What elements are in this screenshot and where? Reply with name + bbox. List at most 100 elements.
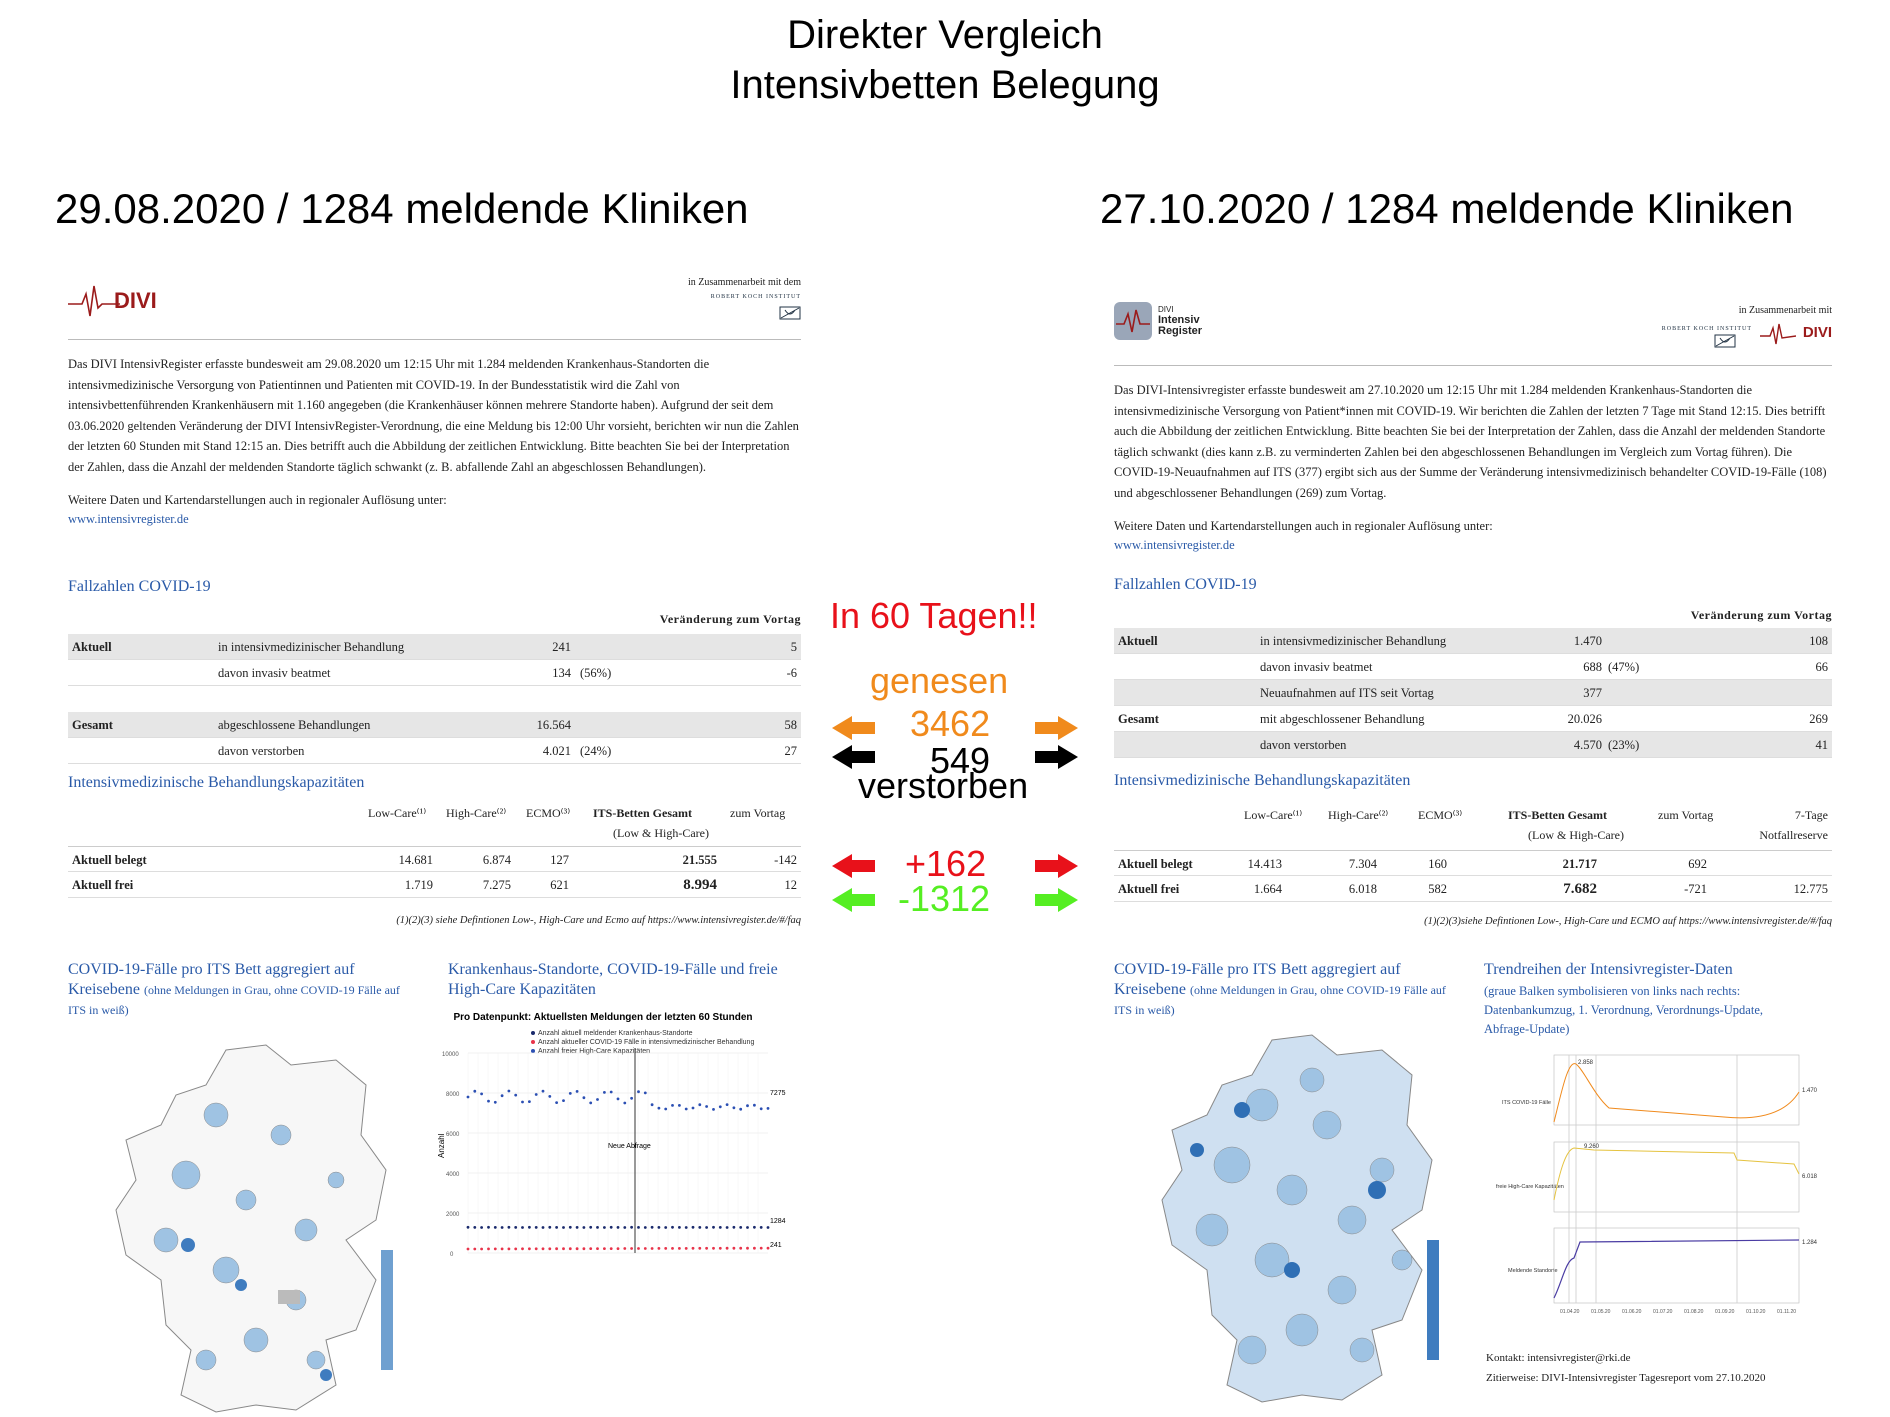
cap-its: 8.994: [683, 877, 717, 893]
left-timeseries-chart: Pro Datenpunkt: Aktuellsten Meldungen de…: [438, 1012, 786, 1258]
cap-ecmo: 582: [1428, 882, 1447, 896]
right-bottom: COVID-19-Fälle pro ITS Bett aggregiert a…: [1114, 960, 1832, 1403]
map-subtitle: (ohne Meldungen in Grau, ohne COVID-19 F…: [1114, 983, 1446, 1017]
row-value: 134: [552, 666, 571, 680]
row-change: -6: [786, 666, 797, 680]
row-label: abgeschlossene Behandlungen: [218, 718, 371, 732]
point-cases: [650, 1247, 654, 1250]
point-free: [603, 1091, 606, 1094]
point-sites: [718, 1226, 722, 1229]
point-free: [534, 1093, 538, 1096]
right-change-header: Veränderung zum Vortag: [1690, 608, 1832, 622]
point-free: [562, 1099, 565, 1102]
point-cases: [548, 1247, 552, 1251]
point-cases: [637, 1247, 640, 1250]
row-change: 66: [1815, 660, 1829, 674]
point-sites: [753, 1225, 756, 1229]
point-sites: [493, 1226, 497, 1229]
trend-grey-bars: [1568, 1055, 1738, 1303]
point-sites: [650, 1225, 654, 1229]
deceased-arrow-right-icon: [1035, 745, 1078, 769]
table-row: Aktuell belegt 14.681 6.874 127 21.555 -…: [68, 846, 801, 872]
row-group: Gesamt: [72, 718, 113, 732]
cap-header-ecmo: ECMO⁽³⁾: [526, 806, 571, 820]
legend-item: Anzahl aktuell meldender Krankenhaus-Sta…: [538, 1030, 693, 1037]
cap-header-its-sub: (Low & High-Care): [613, 826, 709, 840]
point-cases: [753, 1246, 756, 1250]
trend-xtick: 01.11.20: [1777, 1309, 1796, 1315]
point-cases: [609, 1247, 613, 1250]
cap-header-low: Low-Care⁽¹⁾: [1244, 808, 1303, 822]
point-sites: [664, 1226, 668, 1229]
point-free: [630, 1096, 633, 1100]
cap-vortag: -721: [1684, 882, 1707, 896]
logo-line: Register: [1158, 325, 1203, 337]
point-cases: [493, 1247, 497, 1251]
point-free: [678, 1104, 681, 1107]
cap-header-its-sub: (Low & High-Care): [1528, 828, 1624, 842]
occupied-arrow-left-icon: [832, 854, 875, 878]
right-footnote: (1)(2)(3)siehe Defintionen Low-, High-Ca…: [1424, 916, 1832, 927]
point-free: [568, 1092, 572, 1095]
point-cases: [500, 1247, 504, 1251]
point-free: [650, 1103, 654, 1107]
point-free: [705, 1105, 708, 1108]
point-free: [766, 1107, 770, 1110]
point-free: [528, 1100, 531, 1103]
point-free: [514, 1093, 518, 1097]
point-sites: [698, 1226, 702, 1229]
cap-header-high: High-Care⁽²⁾: [446, 806, 507, 820]
point-sites: [746, 1226, 749, 1229]
trend-line-sites: [1553, 1239, 1800, 1299]
row-change: 41: [1815, 738, 1829, 752]
cap-header-high: High-Care⁽²⁾: [1328, 808, 1389, 822]
point-cases: [623, 1247, 627, 1250]
cap-low: 1.719: [404, 878, 433, 892]
point-cases: [521, 1247, 524, 1251]
point-sites: [568, 1225, 572, 1229]
point-sites: [473, 1226, 477, 1229]
cap-row-label: Aktuell frei: [72, 878, 134, 892]
cap-low: 14.681: [398, 853, 433, 867]
right-germany-map: [1161, 1034, 1439, 1403]
right-register-link[interactable]: www.intensivregister.de: [1114, 538, 1235, 552]
table-row: davon verstorben 4.021 (24%) 27: [68, 738, 801, 764]
cap-high: 6.874: [482, 853, 511, 867]
point-cases: [487, 1247, 490, 1251]
right-capacity-title: Intensivmedizinische Behandlungskapazitä…: [1114, 772, 1411, 789]
row-change: 269: [1809, 712, 1828, 726]
left-bottom: COVID-19-Fälle pro ITS Bett aggregiert a…: [68, 960, 801, 1413]
point-sites: [521, 1226, 524, 1229]
free-change: -1312: [898, 878, 991, 919]
left-register-link[interactable]: www.intensivregister.de: [68, 512, 189, 526]
table-row: davon invasiv beatmet 134 (56%) -6: [68, 660, 801, 686]
left-change-header: Veränderung zum Vortag: [659, 612, 801, 626]
point-sites: [691, 1225, 695, 1229]
point-sites: [507, 1225, 511, 1229]
point-cases: [712, 1246, 715, 1250]
point-cases: [698, 1246, 702, 1250]
point-sites: [643, 1226, 647, 1229]
point-cases: [684, 1247, 688, 1250]
point-sites: [582, 1226, 586, 1229]
point-free: [739, 1107, 743, 1111]
row-pct: (56%): [580, 666, 612, 680]
row-pct: (47%): [1608, 660, 1640, 674]
table-row: davon invasiv beatmet 688 (47%) 66: [1114, 654, 1832, 680]
right-intro-text: Das DIVI-Intensivregister erfasste bunde…: [1114, 383, 1827, 500]
cap-header-vortag: zum Vortag: [730, 806, 786, 820]
point-sites: [548, 1225, 552, 1229]
point-free: [664, 1107, 668, 1111]
point-cases: [562, 1247, 565, 1251]
point-cases: [759, 1246, 763, 1250]
citation-line: Zitierweise: DIVI-Intensivregister Tages…: [1486, 1372, 1766, 1384]
point-sites: [712, 1225, 715, 1229]
point-free: [575, 1090, 579, 1093]
cap-ecmo: 160: [1428, 857, 1447, 871]
point-free: [712, 1108, 715, 1111]
free-arrow-left-icon: [832, 888, 875, 912]
cap-header-reserve-sub: Notfallreserve: [1759, 828, 1828, 842]
coop-line: in Zusammenarbeit mit dem: [687, 277, 801, 288]
point-cases: [534, 1247, 538, 1251]
trend-label-sites: Meldende Standorte: [1508, 1268, 1558, 1274]
